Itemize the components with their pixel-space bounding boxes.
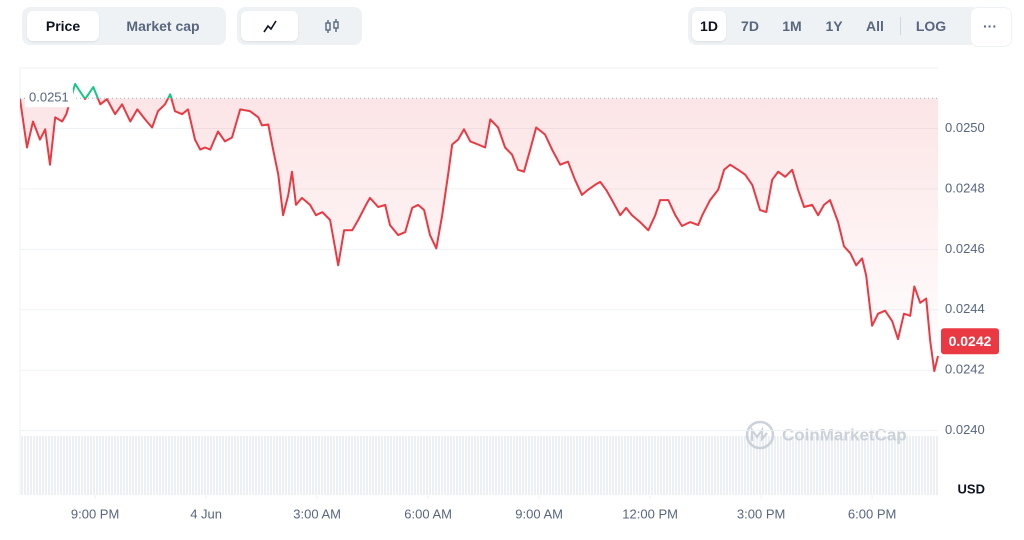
current-price-label: 0.0242: [949, 333, 992, 349]
range-button[interactable]: 7D: [741, 18, 759, 34]
reference-label: 0.0251: [29, 90, 69, 105]
y-tick-label: 0.0250: [945, 120, 985, 135]
log-button[interactable]: LOG: [915, 18, 947, 34]
y-tick-label: 0.0246: [945, 241, 985, 256]
x-tick-label: 9:00 PM: [71, 506, 119, 521]
range-button[interactable]: 1D: [692, 11, 726, 41]
chart-type-group: [237, 7, 362, 45]
x-tick-label: 6:00 PM: [848, 506, 896, 521]
y-tick-label: 0.0242: [945, 362, 985, 377]
price-line-up: [69, 83, 173, 99]
tab-group: Price Market cap: [22, 7, 226, 45]
range-button[interactable]: 1Y: [825, 18, 843, 34]
separator: [900, 17, 901, 35]
y-tick-label: 0.0248: [945, 180, 985, 195]
tab-price[interactable]: Price: [27, 11, 99, 41]
price-line: [20, 98, 939, 373]
candle-icon: [324, 19, 339, 33]
y-tick-label: 0.0240: [945, 422, 985, 437]
volume-band: [20, 436, 938, 495]
candle-chart-button[interactable]: [309, 11, 354, 41]
tab-market-cap[interactable]: Market cap: [126, 18, 200, 34]
watermark: CoinMarketCap: [745, 420, 907, 450]
line-icon: [262, 20, 277, 33]
price-area: [20, 98, 938, 372]
reference-label-bg: [25, 89, 73, 108]
more-button[interactable]: ···: [983, 18, 997, 34]
x-tick-label: 6:00 AM: [404, 506, 452, 521]
x-tick-label: 4 Jun: [190, 506, 222, 521]
y-tick-label: 0.0244: [945, 301, 985, 316]
x-tick-label: 3:00 PM: [737, 506, 785, 521]
x-tick-label: 3:00 AM: [293, 506, 341, 521]
more-group: ···: [970, 7, 1012, 47]
range-group: 1D 7D 1M 1Y All LOG: [688, 7, 980, 45]
current-price-badge: [941, 328, 999, 355]
axis-unit: USD: [958, 481, 985, 496]
line-chart-button[interactable]: [241, 11, 298, 41]
x-tick-label: 12:00 PM: [622, 506, 678, 521]
range-button[interactable]: All: [866, 18, 884, 34]
x-tick-label: 9:00 AM: [515, 506, 563, 521]
range-button[interactable]: 1M: [782, 18, 802, 34]
watermark-text: CoinMarketCap: [782, 425, 907, 444]
